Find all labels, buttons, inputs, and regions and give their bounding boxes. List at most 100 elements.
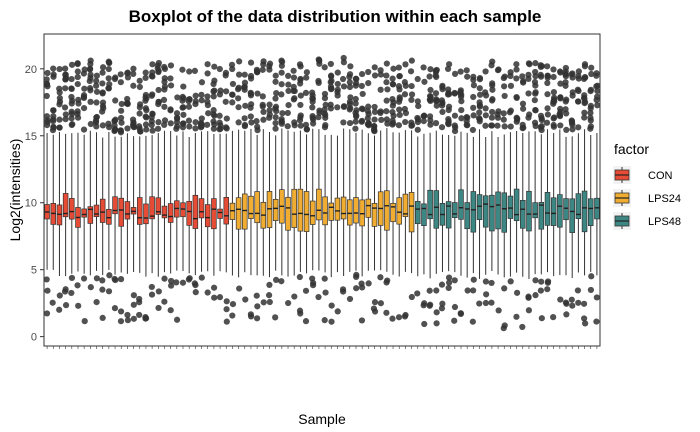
outlier-point xyxy=(371,64,378,71)
box xyxy=(359,199,365,227)
outlier-point xyxy=(439,300,446,307)
outlier-point xyxy=(477,91,484,98)
outlier-point xyxy=(50,116,57,123)
outlier-point xyxy=(408,82,415,90)
outlier-point xyxy=(389,95,396,103)
outlier-point xyxy=(438,124,446,131)
outlier-point xyxy=(291,122,298,129)
outlier-point xyxy=(550,66,557,73)
outlier-point xyxy=(328,302,335,309)
outlier-point xyxy=(525,90,532,97)
box xyxy=(489,194,495,232)
box xyxy=(340,196,347,220)
outlier-point xyxy=(402,118,409,126)
outlier-point xyxy=(211,87,218,94)
outlier-point xyxy=(62,111,69,118)
outlier-point xyxy=(445,284,452,292)
outlier-point xyxy=(469,126,476,134)
outlier-point xyxy=(211,294,218,301)
outlier-point xyxy=(266,107,273,114)
outlier-point xyxy=(149,61,156,68)
outlier-point xyxy=(445,120,452,127)
outlier-point xyxy=(501,123,508,130)
outlier-point xyxy=(223,88,230,95)
box xyxy=(81,208,87,218)
outlier-point xyxy=(130,292,137,299)
outlier-point xyxy=(241,71,248,78)
outlier-point xyxy=(507,278,514,285)
outlier-point xyxy=(180,83,187,90)
outlier-point xyxy=(446,61,453,68)
outlier-point xyxy=(470,73,477,80)
outlier-point xyxy=(588,273,595,280)
outlier-point xyxy=(179,279,187,286)
outlier-point xyxy=(401,91,409,98)
box xyxy=(136,197,143,225)
outlier-point xyxy=(347,63,354,70)
outlier-point xyxy=(457,68,464,75)
outlier-point xyxy=(168,277,175,285)
outlier-point xyxy=(476,76,484,83)
outlier-point xyxy=(550,314,557,321)
outlier-point xyxy=(594,93,601,100)
box xyxy=(396,197,402,225)
outlier-point xyxy=(56,65,63,73)
box xyxy=(476,194,483,221)
outlier-point xyxy=(179,120,187,127)
outlier-point xyxy=(247,89,254,96)
outlier-point xyxy=(365,68,372,76)
outlier-point xyxy=(395,64,402,71)
box xyxy=(322,196,328,226)
outlier-point xyxy=(581,114,588,121)
box xyxy=(470,191,477,233)
legend-title: factor xyxy=(614,141,649,157)
outlier-point xyxy=(470,287,477,294)
box xyxy=(316,188,322,221)
outlier-point xyxy=(544,63,551,70)
outlier-point xyxy=(56,124,63,131)
outlier-point xyxy=(439,108,446,116)
outlier-point xyxy=(408,293,415,301)
outlier-point xyxy=(562,71,569,78)
outlier-point xyxy=(582,320,589,327)
outlier-point xyxy=(532,68,539,76)
box xyxy=(303,191,310,232)
outlier-point xyxy=(383,79,390,86)
outlier-point xyxy=(544,286,551,293)
outlier-point xyxy=(414,114,421,122)
outlier-point xyxy=(155,86,162,94)
outlier-point xyxy=(105,85,112,92)
outlier-point xyxy=(223,115,230,122)
outlier-point xyxy=(105,288,113,295)
outlier-point xyxy=(532,277,539,284)
outlier-point xyxy=(179,66,186,73)
outlier-point xyxy=(438,281,446,288)
outlier-point xyxy=(266,66,273,73)
outlier-point xyxy=(550,89,557,96)
outlier-point xyxy=(266,298,273,306)
outlier-point xyxy=(501,92,508,100)
outlier-point xyxy=(334,69,341,76)
outlier-point xyxy=(544,72,551,79)
outlier-point xyxy=(68,274,76,282)
outlier-point xyxy=(43,76,50,83)
outlier-point xyxy=(236,71,243,78)
outlier-point xyxy=(99,102,107,110)
outlier-point xyxy=(260,58,267,65)
box xyxy=(93,204,100,218)
outlier-point xyxy=(254,123,261,130)
box xyxy=(161,205,168,219)
outlier-point xyxy=(482,105,489,112)
outlier-point xyxy=(155,304,162,312)
outlier-point xyxy=(469,318,476,325)
outlier-point xyxy=(242,102,249,109)
box xyxy=(538,202,545,230)
outlier-point xyxy=(544,278,552,285)
outlier-point xyxy=(285,299,292,307)
outlier-point xyxy=(340,119,347,126)
outlier-point xyxy=(191,67,198,75)
outlier-point xyxy=(118,107,125,114)
outlier-point xyxy=(130,301,137,308)
outlier-point xyxy=(520,79,527,86)
